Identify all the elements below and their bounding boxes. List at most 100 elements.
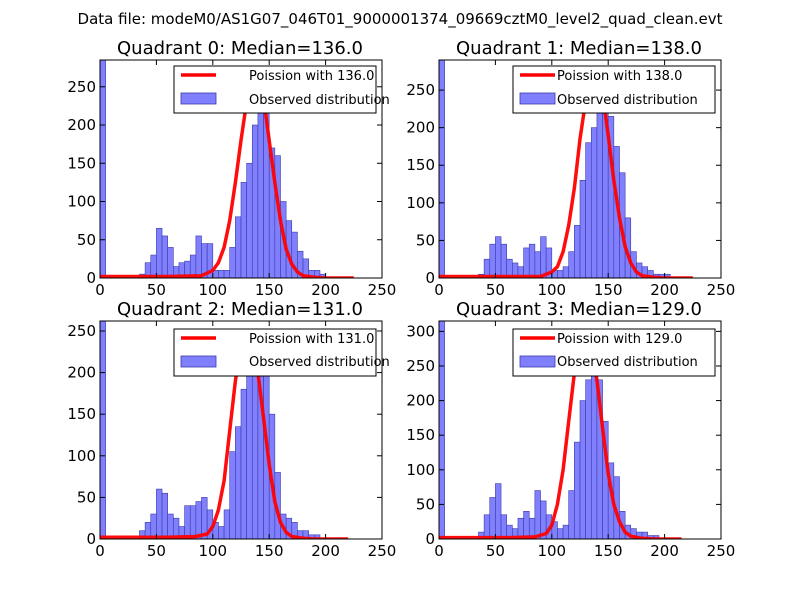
quadrant-0-ytick-label: 50 bbox=[77, 231, 96, 249]
quadrant-2-legend-poisson-label: Poission with 131.0 bbox=[249, 332, 374, 347]
quadrant-0-legend-observed-swatch bbox=[180, 92, 217, 105]
quadrant-0-ytick-label: 200 bbox=[67, 116, 96, 134]
quadrant-1-hist-bar bbox=[540, 236, 547, 278]
quadrant-0-hist-bar bbox=[156, 227, 163, 278]
quadrant-3-xtick-label: 100 bbox=[537, 542, 566, 560]
quadrant-0-hist-bar bbox=[206, 243, 214, 278]
quadrant-3-ytick-label: 200 bbox=[406, 392, 435, 410]
quadrant-2-ytick-label: 100 bbox=[67, 447, 96, 465]
quadrant-3-legend-poisson-label: Poission with 129.0 bbox=[557, 332, 682, 347]
quadrant-0-legend-poisson-label: Poission with 136.0 bbox=[249, 69, 374, 84]
quadrant-3-axes-frame bbox=[438, 320, 722, 540]
quadrant-3-xtick-label: 50 bbox=[486, 542, 505, 560]
quadrant-3-ytick-label: 150 bbox=[406, 426, 435, 444]
quadrant-2-ytick-label: 150 bbox=[67, 405, 96, 423]
quadrant-1-hist-bar bbox=[500, 243, 507, 278]
quadrant-1-axes-frame bbox=[438, 59, 722, 279]
quadrant-1-hist-bar bbox=[562, 266, 570, 278]
quadrant-1-hist-bar bbox=[596, 97, 603, 278]
quadrant-2-xtick-label: 0 bbox=[95, 542, 105, 560]
quadrant-3-hist-bar bbox=[495, 483, 502, 539]
quadrant-1-hist-bar bbox=[585, 142, 592, 278]
quadrant-2-panel: Quadrant 2: Median=131.0 0 50 100 150 200 250… bbox=[67, 299, 396, 560]
quadrant-3-hist-bar bbox=[523, 511, 530, 539]
quadrant-3-ytick-label: 100 bbox=[406, 461, 435, 479]
quadrant-3-hist-bar bbox=[579, 400, 586, 539]
quadrant-2-axes-frame bbox=[99, 320, 383, 540]
quadrant-0-hist-bar bbox=[218, 270, 225, 278]
quadrant-2-ytick-label: 200 bbox=[67, 364, 96, 382]
quadrant-0-hist-bar bbox=[150, 254, 157, 278]
quadrant-3-legend bbox=[512, 328, 716, 377]
quadrant-3-hist-bar bbox=[574, 441, 581, 539]
quadrant-3-hist-bar bbox=[500, 514, 507, 539]
quadrant-1-ytick-label: 100 bbox=[406, 194, 435, 212]
quadrant-0-hist-bar bbox=[100, 60, 106, 278]
quadrant-1-xtick-label: 50 bbox=[486, 281, 505, 299]
quadrant-3-xtick-label: 250 bbox=[707, 542, 736, 560]
quadrant-2-ytick-label: 250 bbox=[67, 322, 96, 340]
quadrant-2-xtick-label: 150 bbox=[255, 542, 284, 560]
quadrant-3-hist-bar bbox=[489, 497, 496, 539]
quadrant-3-legend-observed-label: Observed distribution bbox=[557, 355, 698, 370]
quadrant-0-ytick-label: 250 bbox=[67, 78, 96, 96]
quadrant-1-hist-bar bbox=[574, 225, 581, 278]
quadrant-1-legend-observed-label: Observed distribution bbox=[557, 93, 698, 108]
quadrant-2-legend-observed-swatch bbox=[180, 355, 217, 368]
quadrant-3-ytick-label: 300 bbox=[406, 322, 435, 340]
quadrant-2-hist-bar bbox=[184, 505, 191, 539]
quadrant-1-hist-bar bbox=[528, 243, 536, 278]
quadrant-0-panel: Quadrant 0: Median=136.0 0 50 100 150 200 250… bbox=[67, 38, 396, 299]
quadrant-2-hist-bar bbox=[314, 534, 321, 539]
quadrant-1-legend bbox=[512, 65, 716, 114]
quadrant-1-xtick-label: 150 bbox=[594, 281, 623, 299]
quadrant-3-xtick-label: 200 bbox=[650, 542, 679, 560]
quadrant-0-xtick-label: 100 bbox=[198, 281, 227, 299]
quadrant-0-ytick-label: 0 bbox=[86, 269, 96, 287]
quadrant-0-hist-bar bbox=[161, 235, 168, 278]
quadrant-1-ytick-label: 150 bbox=[406, 156, 435, 174]
quadrant-1-hist-bar bbox=[439, 60, 445, 278]
quadrant-1-legend-observed-swatch bbox=[519, 92, 556, 105]
quadrant-0-hist-bar bbox=[195, 235, 202, 278]
quadrant-3-legend-observed-swatch bbox=[519, 355, 556, 368]
quadrant-0-xtick-label: 200 bbox=[311, 281, 340, 299]
quadrant-1-hist-bar bbox=[557, 270, 564, 278]
quadrant-1-hist-bar bbox=[534, 251, 541, 278]
quadrant-2-hist-bar bbox=[167, 513, 174, 539]
quadrant-2-hist-bar bbox=[195, 501, 202, 539]
quadrant-2-hist-bar bbox=[229, 451, 236, 539]
quadrant-1-panel: Quadrant 1: Median=138.0 0 50 100 150 200 250… bbox=[406, 38, 735, 299]
quadrant-0-hist-bar bbox=[240, 182, 247, 278]
quadrant-0-legend-observed-label: Observed distribution bbox=[249, 93, 390, 108]
quadrant-2-legend-observed-label: Observed distribution bbox=[249, 355, 390, 370]
quadrant-2-title: Quadrant 2: Median=131.0 bbox=[117, 299, 363, 320]
quadrant-0-hist-bar bbox=[246, 162, 253, 278]
quadrant-3-ytick-label: 250 bbox=[406, 357, 435, 375]
quadrant-1-hist-bar bbox=[489, 243, 496, 278]
quadrant-2-hist-bar bbox=[100, 321, 106, 539]
quadrant-1-hist-bar bbox=[568, 251, 575, 278]
quadrant-1-xtick-label: 250 bbox=[707, 281, 736, 299]
quadrant-2-xtick-label: 100 bbox=[198, 542, 227, 560]
quadrant-1-title: Quadrant 1: Median=138.0 bbox=[456, 38, 702, 59]
quadrant-1-xtick-label: 200 bbox=[650, 281, 679, 299]
quadrant-2-hist-bar bbox=[150, 513, 157, 539]
quadrant-3-hist-bar bbox=[568, 490, 575, 539]
quadrant-2-hist-bar bbox=[218, 526, 225, 539]
quadrant-1-xtick-label: 100 bbox=[537, 281, 566, 299]
quadrant-2-legend bbox=[173, 328, 377, 377]
quadrant-2-hist-bar bbox=[223, 509, 231, 539]
quadrant-1-ytick-label: 200 bbox=[406, 119, 435, 137]
quadrant-2-hist-bar bbox=[161, 492, 168, 539]
quadrant-1-ytick-label: 250 bbox=[406, 81, 435, 99]
quadrant-3-hist-bar bbox=[534, 490, 541, 539]
quadrant-2-xtick-label: 200 bbox=[311, 542, 340, 560]
quadrant-0-xtick-label: 150 bbox=[255, 281, 284, 299]
figure-suptitle: Data file: modeM0/AS1G07_046T01_90000013… bbox=[78, 10, 723, 29]
quadrant-3-hist-bar bbox=[562, 524, 570, 539]
quadrant-3-xtick-label: 150 bbox=[594, 542, 623, 560]
quadrant-3-xtick-label: 0 bbox=[434, 542, 444, 560]
quadrant-0-ytick-label: 150 bbox=[67, 154, 96, 172]
